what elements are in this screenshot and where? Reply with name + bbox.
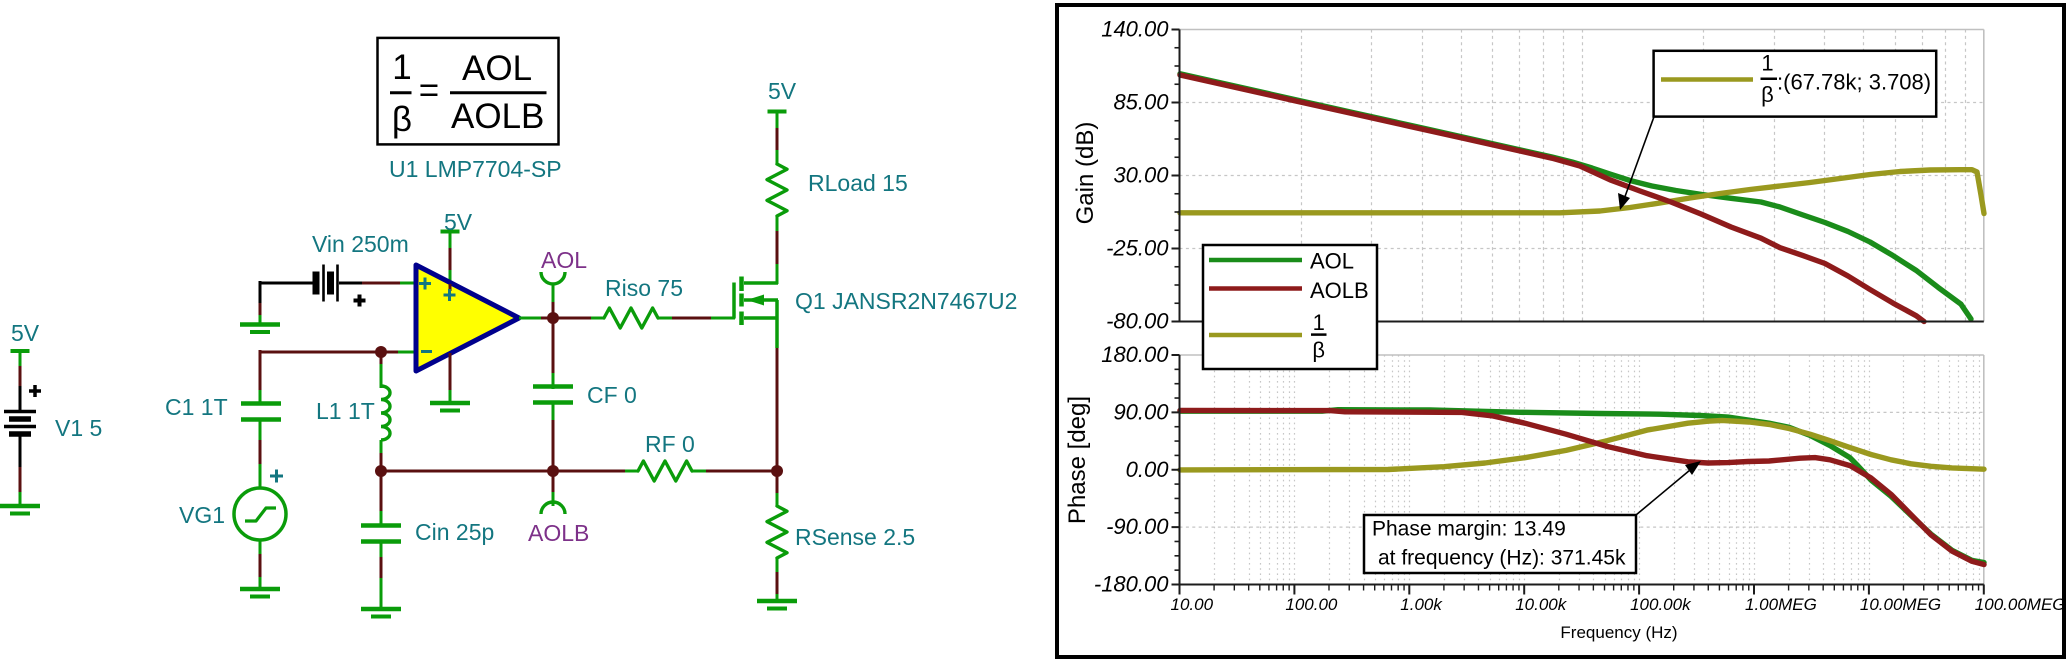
svg-text:Gain (dB): Gain (dB) [1072,122,1099,225]
svg-text:VG1: VG1 [179,502,225,528]
svg-text:AOLB: AOLB [451,97,544,136]
svg-text:180.00: 180.00 [1101,342,1169,367]
svg-text:Cin 25p: Cin 25p [415,519,494,545]
svg-text:10.00: 10.00 [1171,595,1214,614]
svg-text:RF 0: RF 0 [645,431,695,457]
svg-text:AOLB: AOLB [1310,278,1369,303]
svg-text:10.00k: 10.00k [1515,595,1568,614]
svg-text:β: β [392,100,412,139]
svg-text:140.00: 140.00 [1101,17,1169,42]
svg-text:RLoad 15: RLoad 15 [808,170,908,196]
svg-text:5V: 5V [444,209,473,235]
svg-text:U1 LMP7704-SP: U1 LMP7704-SP [389,156,562,182]
svg-text:-90.00: -90.00 [1106,514,1169,539]
svg-text:Phase margin: 13.49: Phase margin: 13.49 [1372,518,1566,541]
svg-text:Q1 JANSR2N7467U2: Q1 JANSR2N7467U2 [795,288,1017,314]
svg-text:AOL: AOL [541,247,587,273]
svg-text:AOL: AOL [1310,249,1354,274]
svg-text:1: 1 [1761,51,1773,76]
svg-text:Frequency (Hz): Frequency (Hz) [1560,623,1677,642]
svg-text:-180.00: -180.00 [1094,572,1169,597]
svg-text:V1 5: V1 5 [55,415,102,441]
svg-text:100.00k: 100.00k [1630,595,1692,614]
svg-text:1: 1 [1313,310,1325,335]
svg-text:β: β [1312,338,1325,363]
svg-text:=: = [419,71,439,110]
svg-text:5V: 5V [768,78,797,104]
svg-text:1: 1 [392,48,411,87]
svg-text:Riso 75: Riso 75 [605,275,683,301]
svg-text:1.00k: 1.00k [1400,595,1443,614]
svg-text:L1 1T: L1 1T [316,398,375,424]
svg-text:Vin 250m: Vin 250m [312,231,409,257]
svg-text:β: β [1761,82,1774,107]
svg-text::(67.78k; 3.708): :(67.78k; 3.708) [1777,70,1931,95]
svg-text:AOL: AOL [462,49,532,88]
svg-text:30.00: 30.00 [1113,163,1169,188]
svg-text:C1 1T: C1 1T [165,394,228,420]
svg-text:1.00MEG: 1.00MEG [1745,595,1817,614]
svg-text:90.00: 90.00 [1113,399,1169,424]
svg-text:10.00MEG: 10.00MEG [1860,595,1941,614]
svg-text:CF 0: CF 0 [587,382,637,408]
svg-text:RSense 2.5: RSense 2.5 [795,524,915,550]
svg-text:100.00MEG: 100.00MEG [1975,595,2066,614]
svg-text:-25.00: -25.00 [1106,236,1169,261]
svg-text:AOLB: AOLB [528,520,589,546]
svg-text:100.00: 100.00 [1285,595,1338,614]
svg-text:at frequency (Hz): 371.45k: at frequency (Hz): 371.45k [1378,547,1626,570]
svg-text:85.00: 85.00 [1113,90,1169,115]
svg-text:0.00: 0.00 [1126,457,1170,482]
svg-text:Phase [deg]: Phase [deg] [1064,396,1091,524]
svg-text:5V: 5V [11,320,40,346]
svg-text:-80.00: -80.00 [1106,309,1169,334]
